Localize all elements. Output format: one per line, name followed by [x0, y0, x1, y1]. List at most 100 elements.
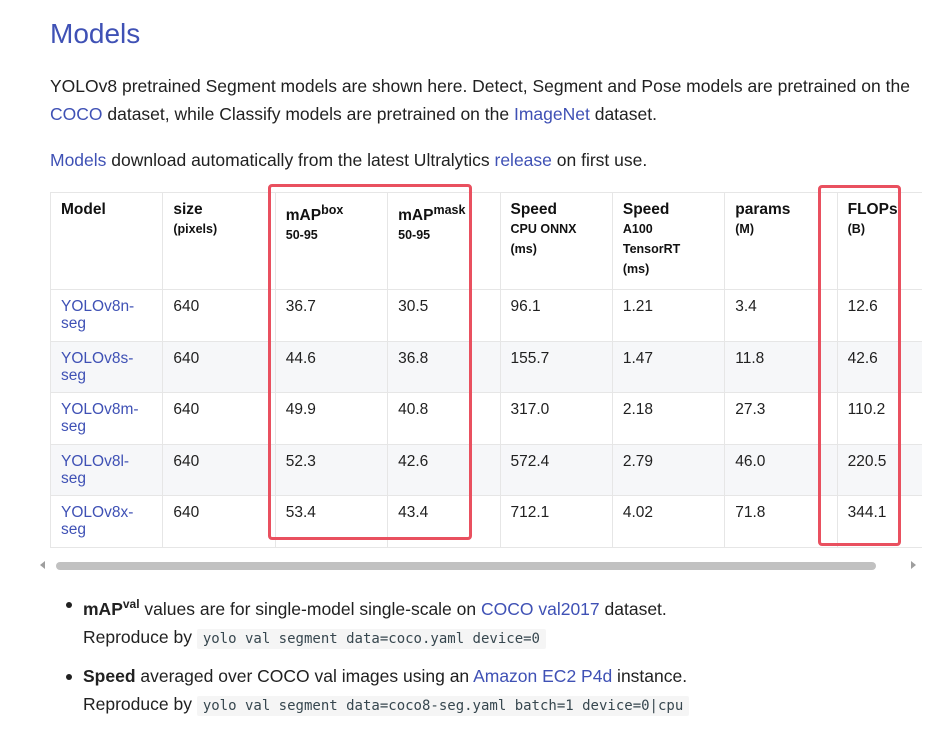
models-table-scroll-container[interactable]: Model size (pixels) mAPbox 50-95 mAPmask 50-95… [50, 192, 922, 548]
note-map: mAPval values are for single-model singl… [64, 590, 924, 653]
models-table: Model size (pixels) mAPbox 50-95 mAPmask 50-95… [50, 192, 922, 548]
reproduce-label: Reproduce by [83, 626, 197, 647]
notes-list: mAPval values are for single-model singl… [64, 590, 924, 729]
model-link[interactable]: YOLOv8m-seg [50, 392, 164, 445]
download-paragraph: Models download automatically from the l… [50, 146, 920, 174]
reproduce-command: yolo val segment data=coco.yaml device=0 [196, 628, 546, 649]
column-header-model: Model [50, 192, 164, 290]
table-cell-flops: 344.1 [836, 495, 922, 548]
bullet-icon [66, 673, 72, 680]
imagenet-link[interactable]: ImageNet [513, 104, 590, 124]
table-cell-speed-a100: 4.02 [611, 495, 726, 548]
note-bold-text: mAP [83, 598, 123, 619]
models-link[interactable]: Models [50, 150, 107, 170]
table-cell-speed-cpu: 712.1 [499, 495, 613, 548]
table-body: YOLOv8n-seg 640 36.7 30.5 96.1 1.21 3.4 12.6 YOL… [50, 289, 922, 548]
note-speed: Speed averaged over COCO val images usin… [64, 662, 924, 720]
model-link[interactable]: YOLOv8l-seg [50, 443, 164, 496]
table-cell-speed-cpu: 96.1 [499, 289, 613, 342]
table-cell-size: 640 [162, 443, 276, 496]
scroll-right-arrow-icon[interactable] [911, 561, 916, 569]
column-header-subtitle: (ms) [510, 242, 537, 256]
column-header-title: Speed [510, 201, 558, 218]
note-text: averaged over COCO val images using an [135, 665, 474, 686]
bullet-icon [66, 602, 72, 608]
column-header-title: Speed [622, 201, 670, 218]
column-header-superscript: box [321, 203, 344, 217]
table-cell-speed-cpu: 155.7 [499, 340, 613, 393]
table-cell-speed-cpu: 317.0 [499, 392, 613, 445]
column-header-speed-a100: Speed A100 TensorRT (ms) [611, 192, 726, 290]
column-header-title: Model [61, 201, 106, 218]
note-bold-sup: val [122, 597, 140, 611]
model-link[interactable]: YOLOv8s-seg [50, 340, 164, 393]
column-header-superscript: mask [433, 203, 466, 217]
table-cell-map-box: 52.3 [274, 443, 389, 496]
intro-paragraph: YOLOv8 pretrained Segment models are sho… [50, 72, 920, 128]
intro-text: dataset. [589, 104, 657, 124]
column-header-title: mAP [398, 207, 434, 225]
table-cell-size: 640 [162, 495, 276, 548]
table-cell-size: 640 [162, 340, 276, 393]
table-cell-map-mask: 42.6 [387, 443, 501, 496]
reproduce-label: Reproduce by [83, 693, 197, 714]
note-text: instance. [612, 665, 688, 686]
table-cell-map-box: 49.9 [274, 392, 389, 445]
table-cell-flops: 110.2 [836, 392, 922, 445]
table-row: YOLOv8m-seg 640 49.9 40.8 317.0 2.18 27.3 110.2 [50, 392, 922, 445]
release-link[interactable]: release [494, 150, 552, 170]
column-header-subtitle: (ms) [622, 262, 650, 276]
table-row: YOLOv8x-seg 640 53.4 43.4 712.1 4.02 71.8 344.1 [50, 495, 922, 548]
reproduce-command: yolo val segment data=coco8-seg.yaml bat… [196, 695, 690, 716]
table-row: YOLOv8s-seg 640 44.6 36.8 155.7 1.47 11.8 42.6 [50, 340, 922, 393]
column-header-title: mAP [285, 207, 322, 225]
column-header-map-box: mAPbox 50-95 [274, 192, 389, 290]
download-text: on first use. [551, 150, 648, 170]
scroll-left-arrow-icon[interactable] [40, 561, 45, 569]
column-header-title: size [173, 201, 203, 218]
column-header-speed-cpu: Speed CPU ONNX (ms) [499, 192, 613, 290]
table-cell-map-box: 36.7 [274, 289, 389, 342]
column-header-subtitle: 50-95 [398, 228, 431, 243]
coco-link[interactable]: COCO [50, 104, 103, 124]
table-cell-map-mask: 40.8 [387, 392, 501, 445]
column-header-subtitle: CPU ONNX [510, 222, 577, 236]
table-cell-speed-cpu: 572.4 [499, 443, 613, 496]
table-header-row: Model size (pixels) mAPbox 50-95 mAPmask 50-95… [50, 192, 922, 290]
table-cell-speed-a100: 1.47 [611, 340, 726, 393]
column-header-subtitle: (pixels) [173, 222, 218, 236]
column-header-map-mask: mAPmask 50-95 [387, 192, 501, 290]
note-text: values are for single-model single-scale… [139, 598, 481, 619]
note-bold-text: Speed [83, 665, 136, 686]
note-text: dataset. [599, 598, 667, 619]
table-cell-map-box: 44.6 [274, 340, 389, 393]
flops-column-highlight [818, 185, 901, 546]
column-header-size: size (pixels) [162, 192, 276, 290]
column-header-subtitle: 50-95 [285, 228, 318, 243]
table-row: YOLOv8n-seg 640 36.7 30.5 96.1 1.21 3.4 12.6 [50, 289, 922, 342]
table-row: YOLOv8l-seg 640 52.3 42.6 572.4 2.79 46.0 220.5 [50, 443, 922, 496]
table-cell-map-mask: 30.5 [387, 289, 501, 342]
table-cell-size: 640 [162, 392, 276, 445]
scrollbar-thumb[interactable] [56, 562, 876, 570]
download-text: download automatically from the latest U… [106, 150, 495, 170]
table-cell-speed-a100: 2.18 [611, 392, 726, 445]
amazon-ec2-p4d-link[interactable]: Amazon EC2 P4d [473, 665, 613, 686]
intro-text: dataset, while Classify models are pretr… [102, 104, 514, 124]
column-header-title: FLOPs [847, 201, 898, 218]
coco-val2017-link[interactable]: COCO val2017 [480, 598, 600, 619]
table-cell-flops: 42.6 [836, 340, 922, 393]
model-link[interactable]: YOLOv8x-seg [50, 495, 164, 548]
model-link[interactable]: YOLOv8n-seg [50, 289, 164, 342]
column-header-subtitle: A100 [622, 222, 653, 236]
column-header-title: params [735, 201, 791, 218]
intro-text: YOLOv8 pretrained Segment models are sho… [50, 76, 910, 96]
column-header-flops: FLOPs (B) [836, 192, 922, 290]
column-header-subtitle: (B) [847, 222, 865, 236]
column-header-subtitle: (M) [735, 222, 754, 236]
map-columns-highlight [268, 184, 472, 540]
note-bold: mAPval [83, 597, 140, 619]
horizontal-scrollbar[interactable] [36, 558, 920, 574]
table-cell-speed-a100: 1.21 [611, 289, 726, 342]
table-cell-speed-a100: 2.79 [611, 443, 726, 496]
